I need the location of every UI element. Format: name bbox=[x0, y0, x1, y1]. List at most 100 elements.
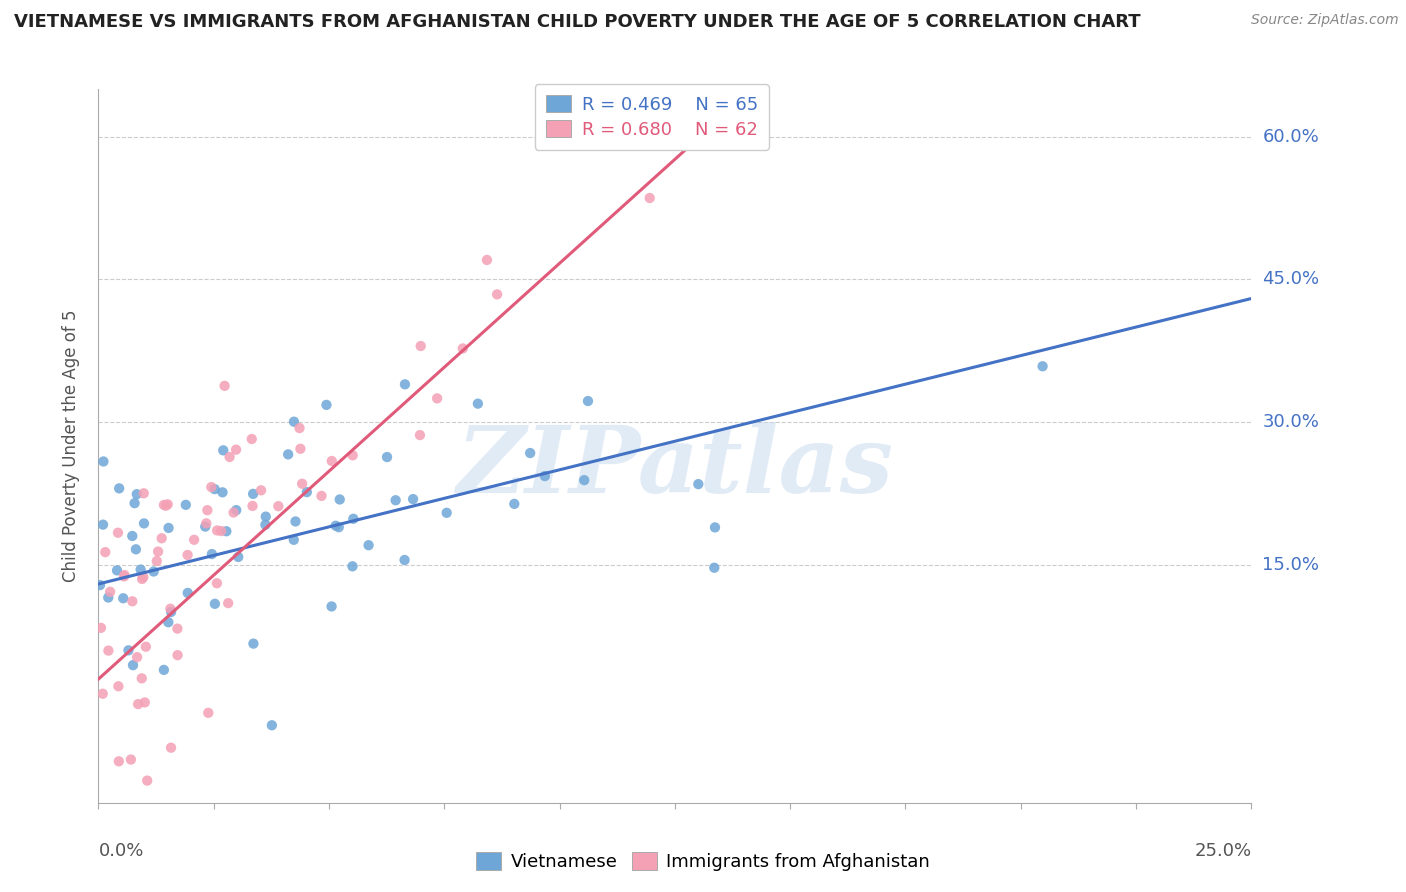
Legend: Vietnamese, Immigrants from Afghanistan: Vietnamese, Immigrants from Afghanistan bbox=[470, 846, 936, 879]
Point bbox=[131, 572, 153, 586]
Point bbox=[107, 525, 129, 540]
Point bbox=[117, 643, 139, 657]
Point bbox=[121, 594, 143, 608]
Text: Source: ZipAtlas.com: Source: ZipAtlas.com bbox=[1251, 13, 1399, 28]
Point bbox=[467, 397, 489, 411]
Point bbox=[254, 517, 277, 532]
Point bbox=[328, 520, 350, 534]
Point bbox=[166, 648, 188, 662]
Point bbox=[574, 473, 596, 487]
Point bbox=[277, 447, 299, 461]
Point bbox=[89, 578, 111, 592]
Point bbox=[503, 497, 526, 511]
Point bbox=[150, 531, 173, 545]
Point bbox=[1032, 359, 1054, 374]
Point bbox=[288, 421, 311, 435]
Y-axis label: Child Poverty Under the Age of 5: Child Poverty Under the Age of 5 bbox=[62, 310, 80, 582]
Point bbox=[204, 482, 226, 496]
Point bbox=[195, 516, 218, 531]
Point bbox=[157, 521, 180, 535]
Point bbox=[159, 601, 181, 615]
Point bbox=[426, 392, 449, 406]
Point bbox=[375, 450, 398, 464]
Point bbox=[342, 512, 364, 526]
Point bbox=[283, 415, 305, 429]
Point bbox=[112, 569, 135, 583]
Point bbox=[134, 695, 156, 709]
Point bbox=[205, 524, 228, 538]
Text: 15.0%: 15.0% bbox=[1263, 556, 1319, 574]
Point bbox=[394, 377, 416, 392]
Point bbox=[215, 524, 238, 539]
Point bbox=[402, 492, 425, 507]
Point bbox=[121, 529, 143, 543]
Point bbox=[342, 559, 364, 574]
Legend: R = 0.469    N = 65, R = 0.680    N = 62: R = 0.469 N = 65, R = 0.680 N = 62 bbox=[534, 84, 769, 150]
Point bbox=[394, 553, 416, 567]
Point bbox=[451, 342, 474, 356]
Text: VIETNAMESE VS IMMIGRANTS FROM AFGHANISTAN CHILD POVERTY UNDER THE AGE OF 5 CORRE: VIETNAMESE VS IMMIGRANTS FROM AFGHANISTA… bbox=[14, 13, 1140, 31]
Point bbox=[174, 498, 197, 512]
Point bbox=[409, 339, 432, 353]
Point bbox=[127, 650, 149, 665]
Point bbox=[315, 398, 337, 412]
Point bbox=[240, 432, 263, 446]
Point bbox=[357, 538, 380, 552]
Point bbox=[211, 485, 233, 500]
Point bbox=[321, 599, 343, 614]
Point bbox=[226, 549, 249, 564]
Point bbox=[155, 499, 177, 513]
Point bbox=[260, 718, 283, 732]
Point bbox=[218, 450, 240, 464]
Text: ZIPatlas: ZIPatlas bbox=[457, 423, 893, 512]
Text: 60.0%: 60.0% bbox=[1263, 128, 1319, 145]
Point bbox=[93, 454, 115, 468]
Point bbox=[242, 637, 264, 651]
Point bbox=[283, 533, 305, 547]
Point bbox=[135, 640, 157, 654]
Point bbox=[132, 570, 155, 584]
Point bbox=[97, 591, 120, 605]
Point bbox=[91, 687, 114, 701]
Point bbox=[197, 706, 219, 720]
Point bbox=[108, 481, 131, 495]
Point bbox=[384, 493, 406, 508]
Point bbox=[205, 576, 228, 591]
Point bbox=[127, 697, 149, 711]
Point bbox=[142, 565, 165, 579]
Point bbox=[94, 545, 117, 559]
Point bbox=[157, 615, 180, 630]
Point bbox=[250, 483, 273, 498]
Point bbox=[486, 287, 509, 301]
Point bbox=[209, 524, 232, 538]
Point bbox=[703, 560, 725, 574]
Point bbox=[267, 499, 290, 513]
Point bbox=[125, 487, 148, 501]
Point bbox=[176, 548, 198, 562]
Point bbox=[409, 428, 432, 442]
Point bbox=[195, 503, 218, 517]
Point bbox=[183, 533, 205, 547]
Point bbox=[284, 515, 307, 529]
Point bbox=[242, 499, 264, 513]
Point bbox=[156, 497, 179, 511]
Point bbox=[295, 485, 318, 500]
Point bbox=[638, 191, 661, 205]
Point bbox=[704, 520, 727, 534]
Point bbox=[329, 492, 352, 507]
Point bbox=[107, 679, 129, 693]
Point bbox=[153, 498, 176, 512]
Point bbox=[132, 516, 155, 531]
Point bbox=[124, 496, 146, 510]
Point bbox=[291, 476, 314, 491]
Point bbox=[90, 621, 112, 635]
Point bbox=[166, 622, 188, 636]
Point bbox=[204, 597, 226, 611]
Point bbox=[214, 379, 236, 393]
Point bbox=[112, 591, 135, 606]
Text: 45.0%: 45.0% bbox=[1263, 270, 1320, 288]
Point bbox=[132, 486, 155, 500]
Point bbox=[146, 554, 169, 568]
Point bbox=[325, 518, 347, 533]
Point bbox=[225, 442, 247, 457]
